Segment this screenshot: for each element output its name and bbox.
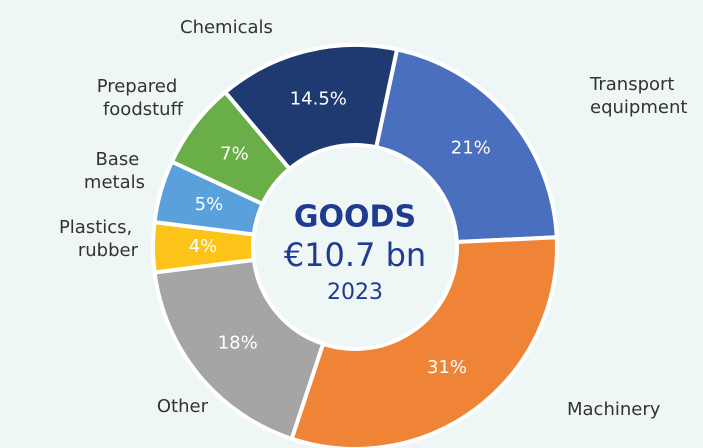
center-title: GOODS <box>294 200 416 235</box>
value-label: 14.5% <box>290 88 347 109</box>
category-label: Plastics, rubber <box>59 217 139 261</box>
value-label: 18% <box>218 333 258 354</box>
value-label: 7% <box>220 143 249 164</box>
value-label: 21% <box>451 138 491 159</box>
center-year: 2023 <box>327 280 383 305</box>
donut-segment <box>152 257 326 442</box>
category-label: Base metals <box>84 149 145 193</box>
category-label: Chemicals <box>180 17 273 38</box>
center-value: €10.7 bn <box>284 236 426 274</box>
category-label: Transport equipment <box>589 74 687 118</box>
value-label: 4% <box>189 236 218 257</box>
category-label: Machinery <box>567 399 661 420</box>
value-label: 5% <box>195 194 224 215</box>
category-label: Prepared foodstuff <box>97 76 184 120</box>
donut-segment <box>222 43 400 172</box>
value-label: 31% <box>427 357 467 378</box>
category-label: Other <box>157 396 209 417</box>
donut-segment <box>373 47 559 245</box>
donut-segment <box>289 235 559 448</box>
